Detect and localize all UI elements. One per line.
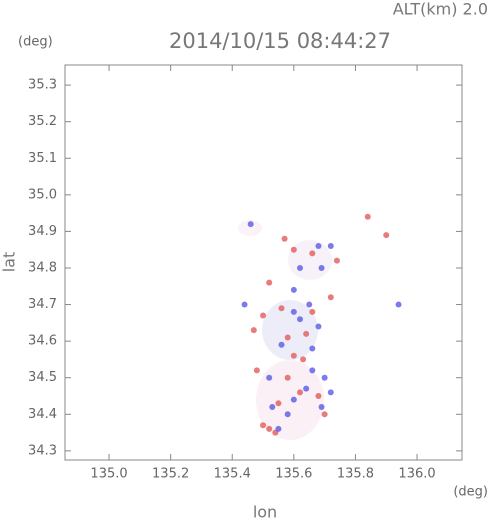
y-unit: (deg)	[18, 35, 53, 50]
echo-point	[309, 345, 316, 352]
echo-point	[253, 367, 260, 374]
y-tick-label: 35.0	[28, 187, 57, 202]
echo-point	[260, 312, 267, 319]
echo-point	[395, 301, 402, 308]
y-axis-label: lat	[0, 252, 19, 273]
echo-point	[327, 294, 334, 301]
echo-point	[284, 374, 291, 381]
echo-point	[290, 246, 297, 253]
echo-point	[241, 301, 248, 308]
echo-point	[300, 356, 307, 363]
echo-point	[364, 213, 371, 220]
echo-point	[284, 334, 291, 341]
echo-point	[260, 422, 267, 429]
x-tick-label: 135.6	[275, 467, 312, 482]
y-tick-label: 34.8	[28, 260, 57, 275]
echo-point	[275, 400, 282, 407]
echo-point	[278, 305, 285, 312]
echo-point	[269, 403, 276, 410]
echo-point	[321, 411, 328, 418]
y-tick-label: 35.2	[28, 114, 57, 129]
altitude-label: ALT(km) 2.0	[393, 0, 488, 19]
echo-point	[333, 257, 340, 264]
echo-point	[281, 235, 288, 242]
y-tick-label: 35.3	[28, 78, 57, 93]
x-unit: (deg)	[453, 485, 488, 500]
echo-point	[318, 264, 325, 271]
echo-point	[306, 301, 313, 308]
echo-point	[321, 374, 328, 381]
x-axis-label: lon	[253, 503, 277, 521]
x-tick-label: 135.0	[90, 467, 127, 482]
echo-point	[309, 250, 316, 257]
chart-title: 2014/10/15 08:44:27	[169, 29, 391, 53]
y-tick-label: 34.4	[28, 407, 57, 422]
echo-point	[296, 264, 303, 271]
x-tick-label: 135.4	[214, 467, 251, 482]
echo-point	[290, 352, 297, 359]
plot-frame	[64, 64, 463, 461]
y-tick-label: 34.7	[28, 297, 57, 312]
echo-point	[290, 286, 297, 293]
echo-point	[383, 232, 390, 239]
echo-point	[327, 389, 334, 396]
echo-point	[303, 385, 310, 392]
echo-point	[275, 425, 282, 432]
echo-point	[266, 425, 273, 432]
echo-point	[318, 403, 325, 410]
echo-point	[315, 323, 322, 330]
echo-point	[278, 341, 285, 348]
echo-point	[266, 374, 273, 381]
echo-point	[290, 308, 297, 315]
x-tick-label: 136.0	[398, 467, 435, 482]
y-tick-label: 35.1	[28, 151, 57, 166]
echo-point	[290, 396, 297, 403]
echo-point	[284, 411, 291, 418]
x-tick-label: 135.2	[152, 467, 189, 482]
y-tick-label: 34.3	[28, 443, 57, 458]
echo-point	[303, 330, 310, 337]
y-tick-label: 34.6	[28, 334, 57, 349]
echo-point	[296, 389, 303, 396]
echo-point	[315, 243, 322, 250]
echo-point	[266, 279, 273, 286]
echo-point	[315, 392, 322, 399]
echo-point	[309, 308, 316, 315]
x-tick-label: 135.8	[337, 467, 374, 482]
echo-point	[309, 367, 316, 374]
echo-point	[247, 221, 254, 228]
echo-point	[296, 316, 303, 323]
y-tick-label: 34.9	[28, 224, 57, 239]
y-tick-label: 34.5	[28, 370, 57, 385]
echo-point	[250, 327, 257, 334]
echo-point	[327, 243, 334, 250]
